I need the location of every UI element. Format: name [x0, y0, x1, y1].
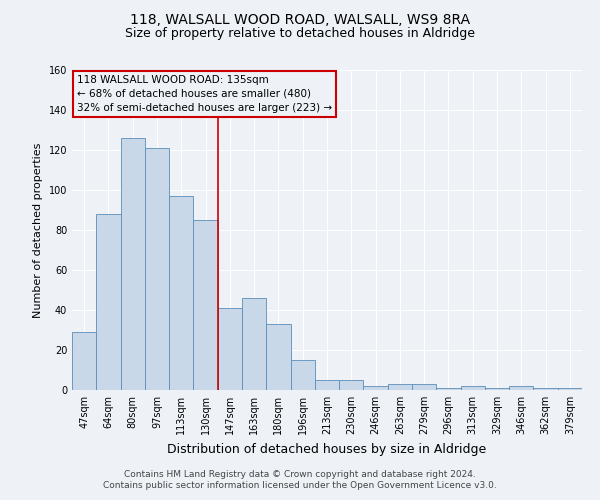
Bar [315, 380, 339, 390]
Text: 118, WALSALL WOOD ROAD, WALSALL, WS9 8RA: 118, WALSALL WOOD ROAD, WALSALL, WS9 8RA [130, 12, 470, 26]
Bar [145, 148, 169, 390]
X-axis label: Distribution of detached houses by size in Aldridge: Distribution of detached houses by size … [167, 442, 487, 456]
Bar [364, 386, 388, 390]
Bar [485, 388, 509, 390]
Text: Contains public sector information licensed under the Open Government Licence v3: Contains public sector information licen… [103, 481, 497, 490]
Bar [509, 386, 533, 390]
Bar [218, 308, 242, 390]
Bar [290, 360, 315, 390]
Text: 118 WALSALL WOOD ROAD: 135sqm
← 68% of detached houses are smaller (480)
32% of : 118 WALSALL WOOD ROAD: 135sqm ← 68% of d… [77, 75, 332, 113]
Bar [558, 388, 582, 390]
Bar [412, 384, 436, 390]
Bar [169, 196, 193, 390]
Bar [242, 298, 266, 390]
Bar [339, 380, 364, 390]
Bar [72, 332, 96, 390]
Text: Contains HM Land Registry data © Crown copyright and database right 2024.: Contains HM Land Registry data © Crown c… [124, 470, 476, 479]
Bar [193, 220, 218, 390]
Bar [388, 384, 412, 390]
Bar [96, 214, 121, 390]
Bar [436, 388, 461, 390]
Bar [121, 138, 145, 390]
Bar [461, 386, 485, 390]
Text: Size of property relative to detached houses in Aldridge: Size of property relative to detached ho… [125, 28, 475, 40]
Bar [533, 388, 558, 390]
Y-axis label: Number of detached properties: Number of detached properties [33, 142, 43, 318]
Bar [266, 324, 290, 390]
